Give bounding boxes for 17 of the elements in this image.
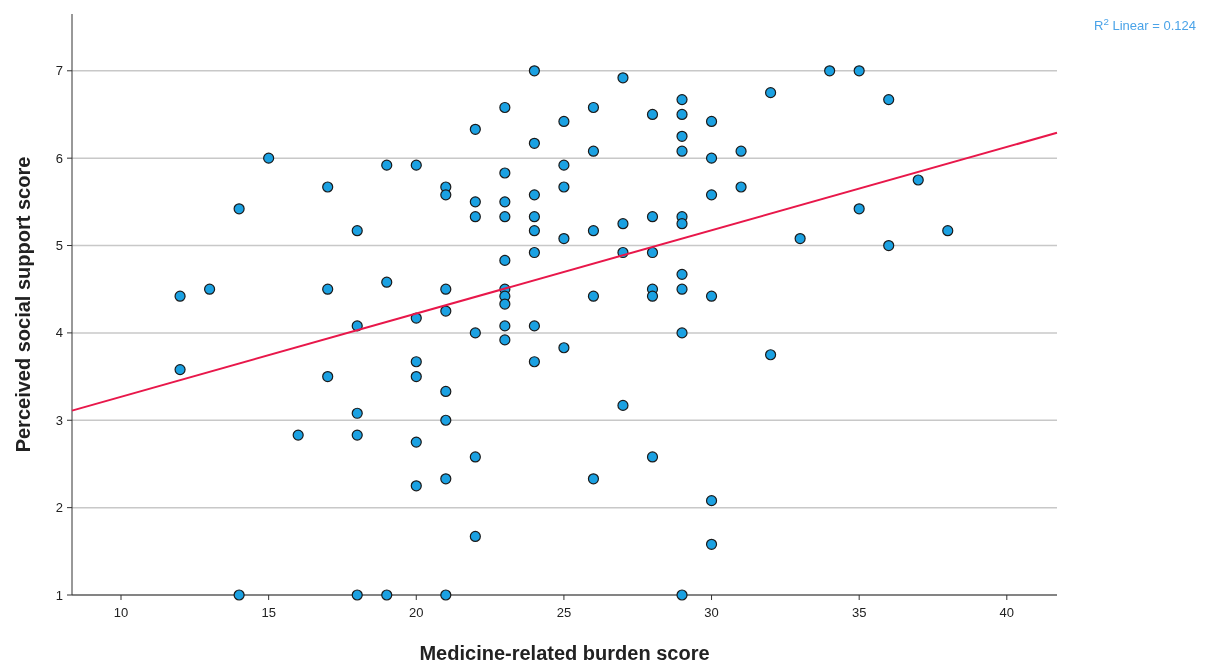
y-tick-label: 7	[55, 63, 63, 79]
x-tick-label: 35	[851, 605, 867, 620]
x-axis-title: Medicine-related burden score	[419, 642, 710, 664]
x-tick-label: 10	[113, 605, 129, 620]
y-tick-label: 5	[55, 238, 63, 254]
y-tick-label: 1	[55, 587, 63, 603]
x-tick-label: 30	[704, 605, 719, 620]
y-tick-label: 4	[55, 325, 63, 341]
x-tick-label: 40	[999, 605, 1015, 620]
x-tick-label: 15	[261, 605, 276, 620]
text: R$^{2}$ Linear = 0.124	[1094, 15, 1196, 33]
y-axis-title: Perceived social support score	[12, 156, 34, 453]
x-tick-label: 20	[409, 605, 424, 620]
x-tick-label: 25	[556, 605, 572, 620]
y-tick-label: 6	[55, 150, 63, 166]
y-tick-label: 2	[55, 500, 63, 516]
y-tick-label: 3	[55, 412, 63, 428]
